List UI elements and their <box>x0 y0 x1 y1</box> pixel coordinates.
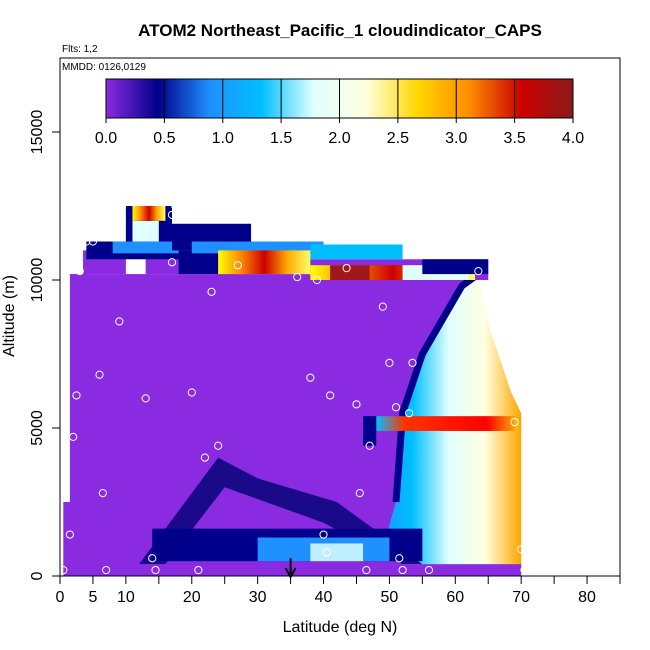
x-tick-label: 50 <box>381 589 399 606</box>
flight-sample-point <box>214 441 223 450</box>
flight-sample-point <box>167 210 177 219</box>
flight-sample-point <box>385 358 394 367</box>
flight-sample-point <box>148 554 157 563</box>
region-upper-layer <box>112 241 179 254</box>
region-top-cap-peak <box>132 206 166 221</box>
flight-sample-point <box>293 272 302 282</box>
flight-sample-point <box>306 373 315 382</box>
flight-sample-point <box>398 565 407 575</box>
colorbar: 0.0 0.5 1.0 1.5 2.0 2.5 3.0 3.5 4.0 <box>95 78 584 147</box>
colorbar-tick-label: 4.0 <box>562 130 584 147</box>
flight-sample-point <box>207 287 216 296</box>
flight-sample-point <box>69 432 78 441</box>
flight-sample-point <box>342 264 351 273</box>
x-tick-label: 5 <box>88 589 97 606</box>
flight-sample-point <box>60 565 68 575</box>
region-mid-band-edge <box>363 416 377 446</box>
flight-sample-point <box>65 530 74 539</box>
flight-sample-point <box>517 545 526 554</box>
flight-sample-point <box>352 400 361 409</box>
flight-sample-point <box>395 554 404 563</box>
flight-sample-point <box>391 403 401 412</box>
flight-sample-point <box>520 565 529 575</box>
region-upper-layer <box>422 259 489 275</box>
region-upper-layer <box>310 244 403 260</box>
flight-sample-point <box>408 358 417 367</box>
x-tick-label: 10 <box>117 589 135 606</box>
region-mid-band <box>376 416 515 431</box>
y-tick-label: 0 <box>29 571 46 580</box>
x-tick-label: 80 <box>578 589 596 606</box>
flight-sample-point <box>378 302 387 311</box>
x-tick-label: 40 <box>315 589 333 606</box>
colorbar-tick-label: 3.5 <box>504 130 526 147</box>
chart-title: ATOM2 Northeast_Pacific_1 cloudindicator… <box>138 21 542 40</box>
colorbar-tick-label: 1.5 <box>270 130 292 147</box>
flight-sample-point <box>322 548 331 557</box>
flights-label: Flts: 1,2 <box>62 44 98 55</box>
y-axis-label: Altitude (m) <box>1 275 18 357</box>
region-east-edge <box>392 271 481 503</box>
colorbar-tick-label: 3.0 <box>445 130 467 147</box>
region-main-column <box>63 502 74 576</box>
flight-sample-point <box>233 261 242 270</box>
colorbar-tick-label: 0.5 <box>153 130 175 147</box>
colorbar-tick-label: 1.0 <box>212 130 234 147</box>
dates-label: MMDD: 0126,0129 <box>62 62 146 73</box>
x-tick-label: 20 <box>183 589 201 606</box>
x-axis: 0 5 10 20 30 40 50 60 70 80 <box>56 576 621 606</box>
flight-sample-point <box>88 237 98 246</box>
flight-sample-point <box>82 237 91 246</box>
flight-sample-point <box>510 417 519 427</box>
flight-sample-point <box>326 391 335 400</box>
region-upper-band-core <box>330 265 370 280</box>
flight-sample-point <box>98 489 107 498</box>
x-tick-label: 30 <box>249 589 267 606</box>
flight-sample-point <box>171 201 180 211</box>
y-axis: 0 5000 10000 15000 <box>29 110 60 580</box>
y-tick-label: 10000 <box>29 258 46 303</box>
flight-sample-point <box>405 409 414 418</box>
flight-sample-point <box>167 258 177 267</box>
flight-sample-point <box>115 317 124 326</box>
x-tick-label: 70 <box>512 589 530 606</box>
region-main-column <box>76 274 87 399</box>
plot-frame <box>59 57 621 577</box>
region-upper-layer <box>191 241 324 254</box>
flight-sample-point <box>72 391 81 400</box>
flight-sample-point <box>365 441 374 450</box>
flight-sample-point <box>75 267 84 276</box>
colorbar-tick-label: 2.0 <box>328 130 350 147</box>
flight-sample-point <box>474 267 483 276</box>
region-low-band-peak <box>310 543 364 562</box>
flight-sample-point <box>355 489 364 498</box>
flight-sample-point <box>187 388 196 397</box>
flight-sample-point <box>141 394 150 403</box>
flight-sample-point <box>362 565 371 575</box>
region-top-cap <box>132 220 159 242</box>
x-tick-label: 0 <box>56 589 65 606</box>
flight-sample-point <box>424 565 434 575</box>
flight-sample-point <box>102 565 111 575</box>
y-tick-label: 15000 <box>29 110 46 155</box>
flight-sample-point <box>151 565 160 575</box>
arrow-marker-head <box>284 567 297 580</box>
flight-sample-point <box>319 530 328 539</box>
region-upper-warm <box>218 250 311 275</box>
flight-sample-point <box>95 370 104 379</box>
y-tick-label: 5000 <box>29 410 46 446</box>
flight-sample-point <box>194 565 203 575</box>
colorbar-tick-label: 0.0 <box>95 130 117 147</box>
x-tick-label: 60 <box>446 589 464 606</box>
x-axis-label: Latitude (deg N) <box>283 619 398 636</box>
flight-sample-point <box>312 275 322 285</box>
flight-sample-point <box>200 453 210 462</box>
plot-data-layer <box>60 201 529 576</box>
colorbar-tick-label: 2.5 <box>387 130 409 147</box>
